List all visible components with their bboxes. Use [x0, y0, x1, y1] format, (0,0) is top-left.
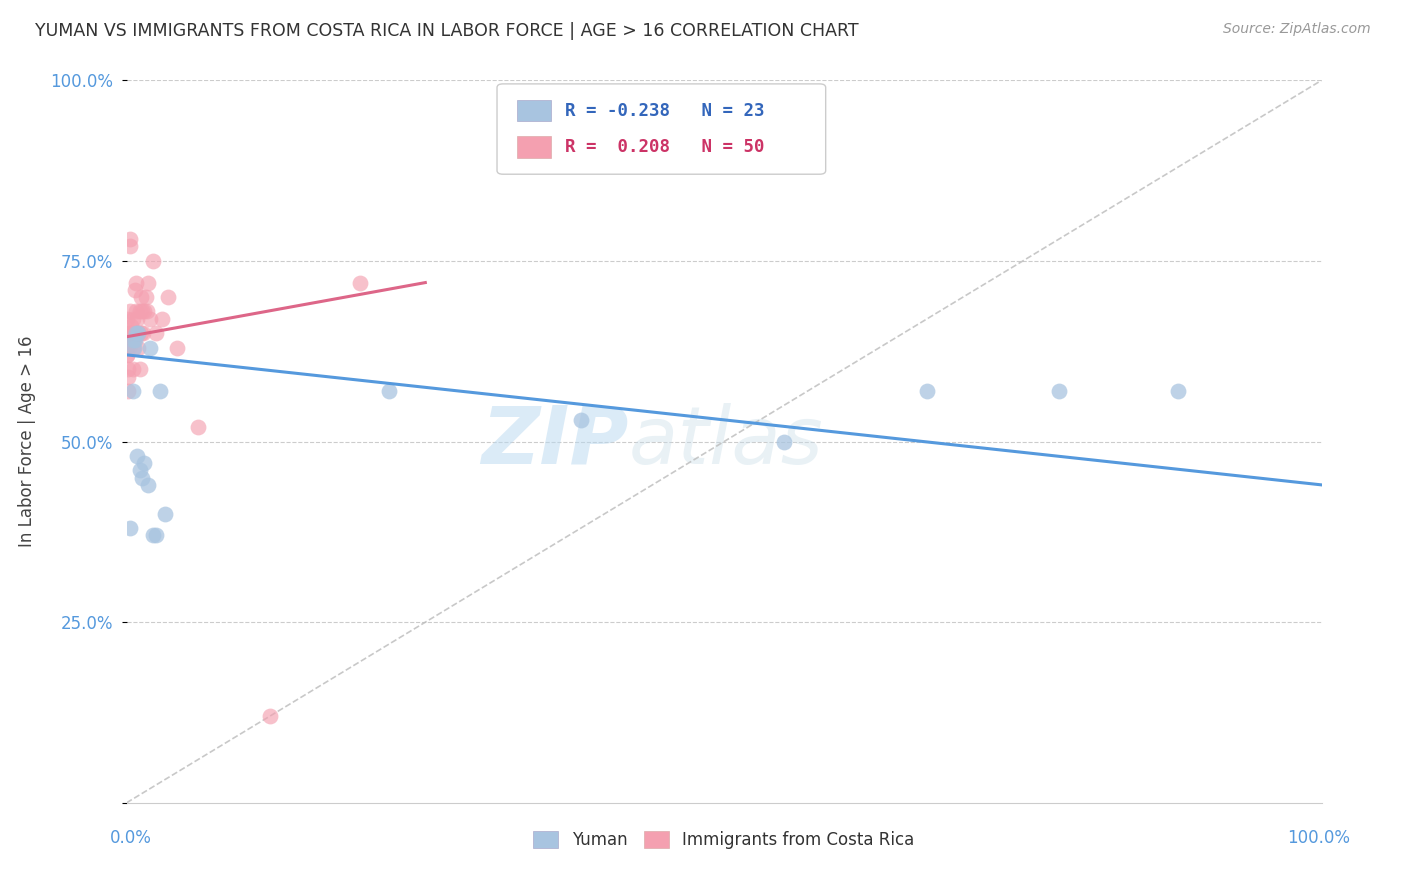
Point [127, 311, 149, 326]
Point [118, 341, 141, 355]
Point [121, 384, 143, 398]
Point [139, 311, 162, 326]
Point [120, 326, 142, 340]
Legend: Yuman, Immigrants from Costa Rica: Yuman, Immigrants from Costa Rica [527, 824, 921, 856]
Point [125, 276, 148, 290]
Point [121, 341, 143, 355]
Point [115, 326, 138, 340]
Text: 0.0%: 0.0% [110, 829, 152, 847]
Point [118, 334, 141, 348]
Point [128, 304, 150, 318]
Point [115, 348, 138, 362]
Text: R =  0.208   N = 50: R = 0.208 N = 50 [565, 137, 765, 156]
Point [127, 449, 149, 463]
Point [115, 341, 138, 355]
Point [124, 334, 146, 348]
Point [145, 326, 167, 340]
Point [115, 348, 138, 362]
Point [117, 362, 139, 376]
Text: R = -0.238   N = 23: R = -0.238 N = 23 [565, 102, 765, 120]
Point [127, 326, 149, 340]
Point [569, 413, 592, 427]
Point [122, 326, 145, 340]
Point [773, 434, 796, 449]
Point [127, 326, 149, 340]
Point [129, 290, 152, 304]
Point [136, 276, 159, 290]
Point [120, 326, 142, 340]
Text: 100.0%: 100.0% [1288, 829, 1350, 847]
Point [136, 478, 159, 492]
Point [121, 362, 143, 376]
FancyBboxPatch shape [517, 136, 551, 158]
Point [259, 709, 281, 723]
Point [153, 507, 176, 521]
Point [117, 384, 139, 398]
Point [149, 384, 172, 398]
Point [125, 326, 148, 340]
Point [128, 362, 150, 376]
Text: YUMAN VS IMMIGRANTS FROM COSTA RICA IN LABOR FORCE | AGE > 16 CORRELATION CHART: YUMAN VS IMMIGRANTS FROM COSTA RICA IN L… [35, 22, 859, 40]
Point [127, 341, 149, 355]
Point [120, 232, 142, 246]
Point [115, 341, 138, 355]
Point [122, 334, 145, 348]
Point [135, 304, 157, 318]
Point [349, 276, 371, 290]
Point [120, 304, 142, 318]
Point [187, 420, 209, 434]
Point [139, 341, 162, 355]
Point [129, 326, 152, 340]
Point [128, 463, 150, 477]
Point [134, 304, 156, 318]
Text: atlas: atlas [628, 402, 824, 481]
Point [132, 326, 155, 340]
Point [135, 290, 157, 304]
Point [124, 283, 146, 297]
Point [118, 326, 141, 340]
Point [142, 528, 165, 542]
Point [120, 318, 142, 333]
FancyBboxPatch shape [517, 100, 551, 121]
Point [157, 290, 180, 304]
Point [124, 326, 146, 340]
Point [121, 334, 143, 348]
Text: ZIP: ZIP [481, 402, 628, 481]
Point [131, 470, 153, 484]
Point [378, 384, 401, 398]
Point [145, 528, 167, 542]
Point [121, 311, 143, 326]
Point [122, 341, 145, 355]
Point [120, 521, 142, 535]
Point [125, 304, 148, 318]
FancyBboxPatch shape [498, 84, 825, 174]
Point [115, 311, 138, 326]
Point [120, 239, 142, 253]
Point [150, 311, 174, 326]
Text: Source: ZipAtlas.com: Source: ZipAtlas.com [1223, 22, 1371, 37]
Point [131, 304, 153, 318]
Point [127, 326, 149, 340]
Point [1167, 384, 1189, 398]
Point [917, 384, 939, 398]
Point [166, 341, 188, 355]
Point [142, 253, 165, 268]
Point [134, 456, 156, 470]
Point [117, 369, 139, 384]
Point [1047, 384, 1070, 398]
Y-axis label: In Labor Force | Age > 16: In Labor Force | Age > 16 [18, 335, 37, 548]
